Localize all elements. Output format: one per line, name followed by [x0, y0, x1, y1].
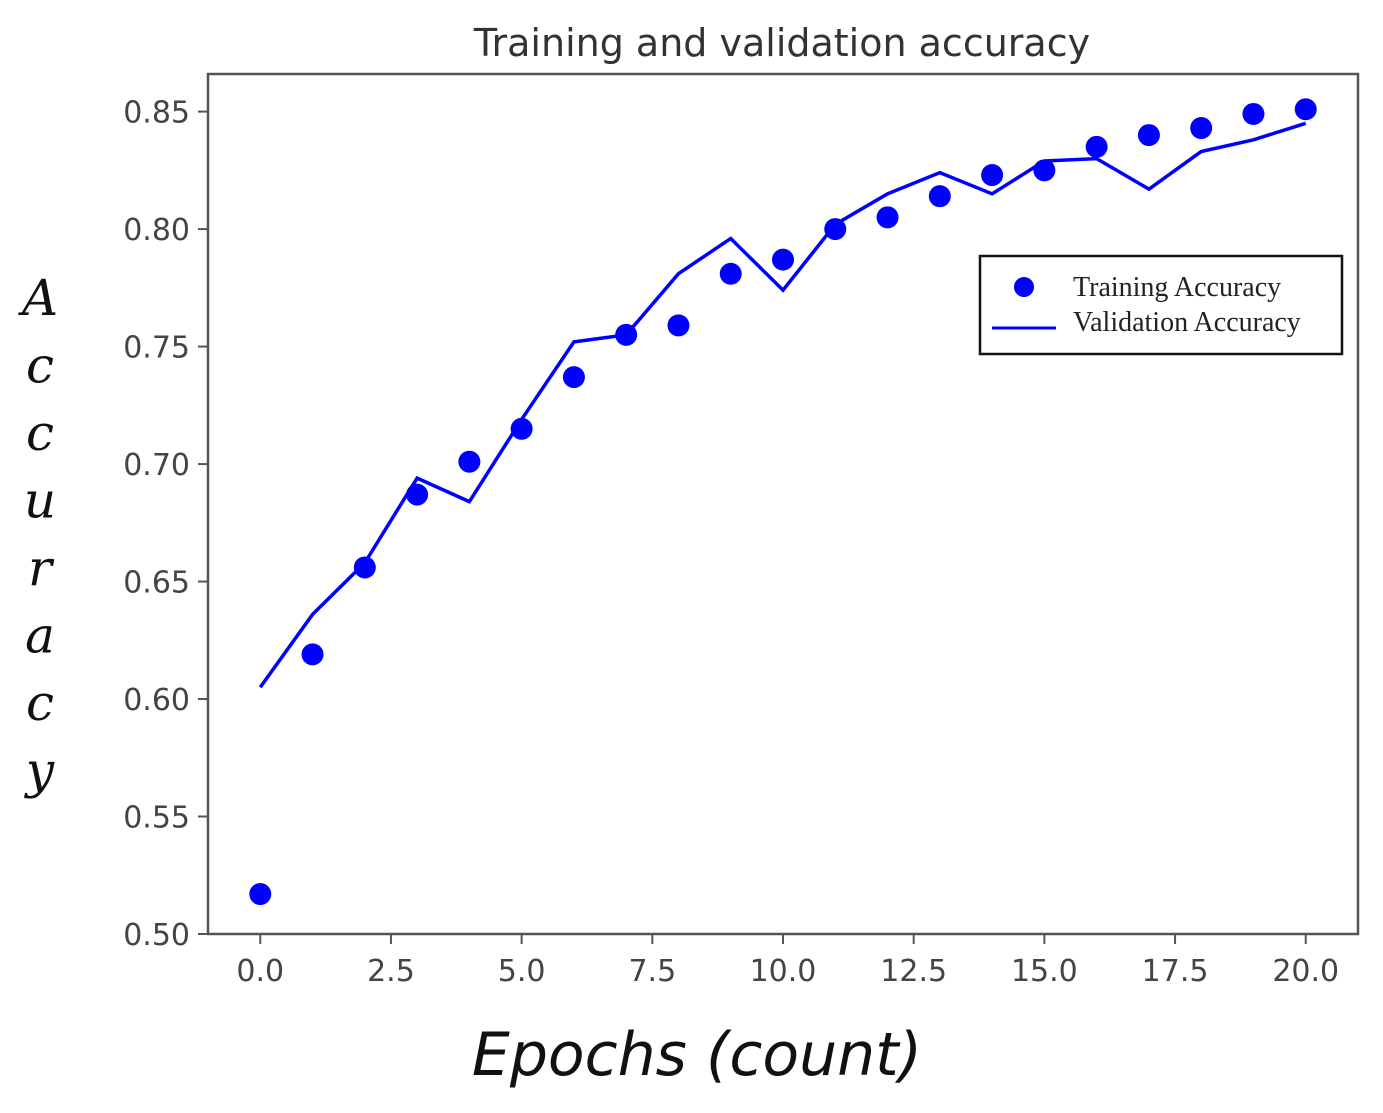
training-accuracy-point — [353, 556, 376, 579]
y-tick-label: 0.70 — [123, 448, 190, 483]
y-axis-title-letter: c — [26, 337, 54, 395]
x-tick-label: 5.0 — [498, 954, 546, 989]
training-accuracy-point — [1085, 135, 1108, 158]
training-accuracy-point — [458, 450, 481, 473]
y-axis-title-letter: a — [25, 607, 55, 665]
y-tick-label: 0.80 — [123, 213, 190, 248]
training-accuracy-point — [1137, 124, 1160, 147]
x-tick-label: 20.0 — [1272, 954, 1339, 989]
training-accuracy-point — [562, 366, 585, 389]
x-axis: 0.0 2.5 5.0 7.5 10.0 12.5 15.0 17.5 20.0 — [236, 934, 1339, 989]
y-axis-title-letter: u — [24, 472, 56, 530]
legend-label-validation: Validation Accuracy — [1073, 307, 1301, 338]
training-accuracy-point — [249, 883, 272, 906]
y-tick-label: 0.75 — [123, 331, 190, 366]
x-axis-title: Epochs (count) — [472, 1020, 922, 1090]
training-accuracy-point — [301, 643, 324, 666]
x-tick-label: 15.0 — [1011, 954, 1078, 989]
training-accuracy-point — [772, 248, 794, 271]
y-tick-label: 0.85 — [123, 96, 190, 131]
x-tick-label: 12.5 — [880, 954, 947, 989]
training-accuracy-point — [667, 314, 690, 337]
training-accuracy-point — [719, 262, 742, 285]
training-accuracy-point — [876, 206, 899, 229]
chart-title: Training and validation accuracy — [473, 21, 1090, 65]
y-axis-title-letter: A — [18, 269, 58, 327]
validation-accuracy-line — [258, 121, 1307, 689]
y-axis-title-letter: c — [26, 674, 54, 732]
y-tick-label: 0.55 — [123, 801, 190, 836]
y-tick-label: 0.60 — [123, 683, 190, 718]
legend-label-training: Training Accuracy — [1073, 272, 1281, 303]
plot-area — [249, 98, 1317, 906]
training-accuracy-point — [824, 218, 847, 241]
training-accuracy-point — [981, 164, 1004, 187]
training-accuracy-point — [1294, 98, 1317, 121]
legend-marker-training — [1014, 277, 1034, 297]
training-accuracy-point — [928, 185, 951, 208]
y-axis-title-letter: y — [24, 742, 55, 800]
legend: Training Accuracy Validation Accuracy — [978, 254, 1344, 356]
training-accuracy-point — [615, 323, 638, 346]
training-accuracy-point — [1033, 159, 1056, 182]
x-tick-label: 7.5 — [628, 954, 676, 989]
x-tick-label: 17.5 — [1142, 954, 1209, 989]
y-tick-label: 0.65 — [123, 566, 190, 601]
y-axis-title-letter: r — [28, 539, 55, 597]
y-axis-title-letter: c — [26, 404, 54, 462]
training-accuracy-point — [1242, 102, 1265, 125]
training-accuracy-point — [510, 417, 533, 440]
plot-frame — [206, 72, 1360, 936]
x-tick-label: 2.5 — [367, 954, 415, 989]
x-tick-label: 0.0 — [236, 954, 284, 989]
training-accuracy-point — [406, 483, 429, 506]
y-tick-label: 0.50 — [123, 918, 190, 953]
training-accuracy-point — [1190, 117, 1213, 140]
y-axis-title: Accuracy — [18, 269, 58, 800]
x-tick-label: 10.0 — [750, 954, 817, 989]
y-axis: 0.50 0.55 0.60 0.65 0.70 0.75 0.80 0.85 — [123, 96, 208, 953]
legend-box — [978, 254, 1344, 356]
